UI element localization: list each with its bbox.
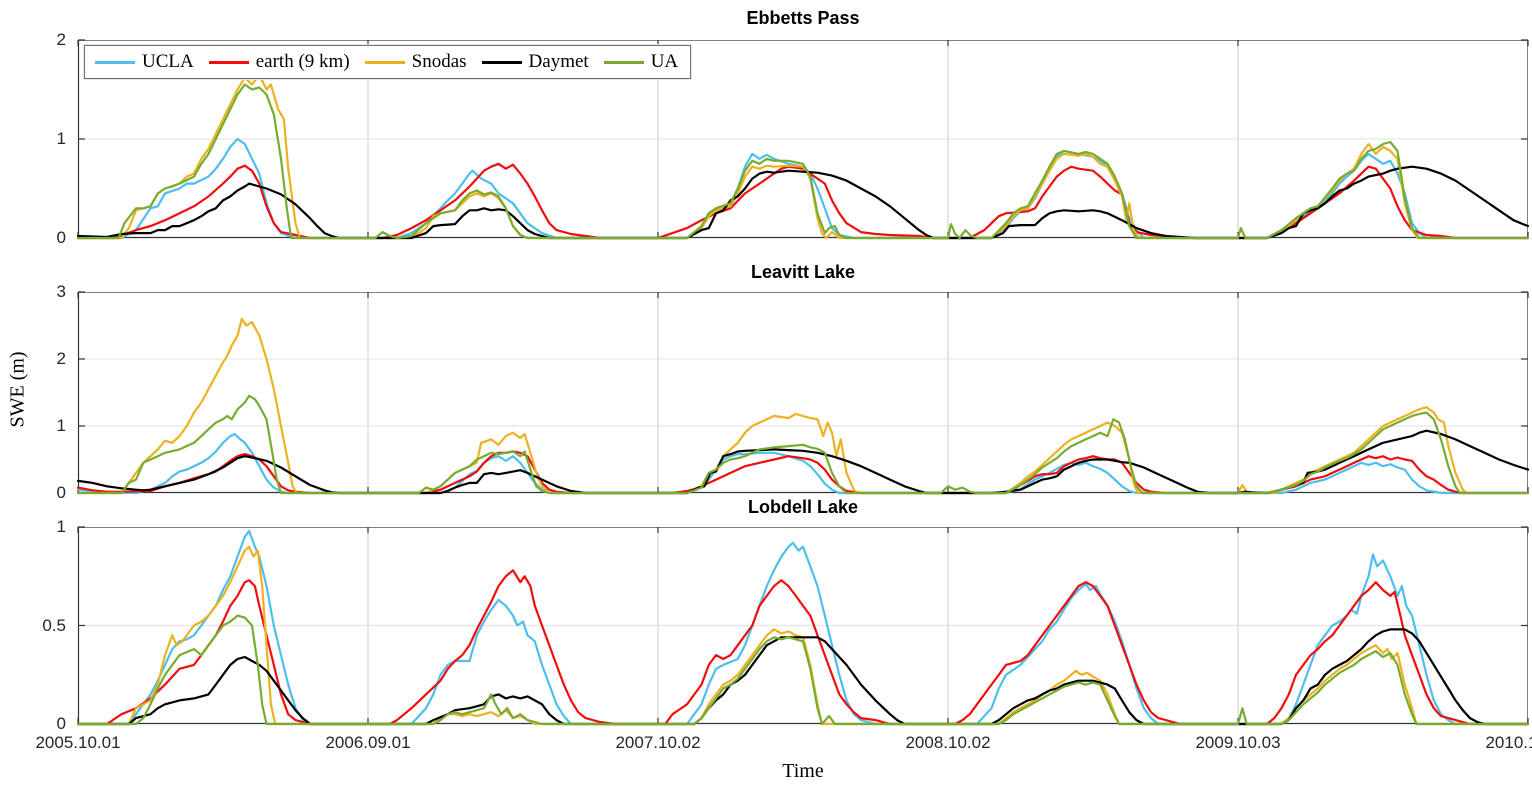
subplot-ebbetts-pass: [76, 39, 1530, 240]
legend-line-swatch: [603, 60, 644, 64]
legend-item-daymet: Daymet: [481, 51, 589, 73]
plot-area-svg: [76, 39, 1530, 240]
x-tick-label: 2009.10.03: [1195, 733, 1281, 752]
x-axis-label: Time: [782, 760, 824, 782]
x-tick-label: 2008.10.02: [905, 733, 991, 752]
series-line-daymet: [76, 628, 1530, 726]
legend-label: earth (9 km): [255, 51, 350, 72]
y-tick-label: 0: [56, 483, 66, 502]
y-tick-label: 0.5: [42, 615, 66, 635]
y-tick-label: 1: [56, 416, 66, 435]
legend-item-ua: UA: [603, 51, 679, 73]
series-line-snodas: [76, 73, 1530, 240]
legend-line-swatch: [481, 60, 522, 64]
x-tick-label: 2005.10.01: [35, 733, 121, 752]
series-line-snodas: [76, 317, 1530, 495]
series-line-ucla: [76, 529, 1530, 726]
plot-area-svg: [76, 291, 1530, 495]
legend: UCLA earth (9 km) Snodas Daymet UA: [84, 45, 692, 79]
axes-box: [78, 292, 1528, 493]
legend-label: Snodas: [411, 51, 467, 72]
y-tick-label: 0: [56, 228, 66, 247]
legend-line-swatch: [364, 60, 405, 64]
series-line-ua: [76, 83, 1530, 240]
y-tick-label: 1: [56, 517, 66, 536]
subplot-leavitt-lake: [76, 291, 1530, 495]
plot-area-svg: [76, 526, 1530, 726]
legend-item-ucla: UCLA: [95, 51, 194, 73]
y-tick-label: 1: [56, 129, 66, 148]
series-line-earth-9-km-: [76, 569, 1530, 726]
series-line-ucla: [76, 432, 1530, 495]
series-line-snodas: [76, 545, 1530, 726]
subplot-title-lobdell-lake: Lobdell Lake: [747, 497, 859, 517]
x-tick-label: 2010.10.01: [1485, 733, 1532, 752]
series-line-ua: [76, 614, 1530, 726]
y-axis-label: SWE (m): [6, 351, 29, 428]
y-tick-label: 0: [56, 714, 66, 733]
subplot-title-ebbetts-pass: Ebbetts Pass: [746, 8, 860, 28]
legend-item-earth-9-km-: earth (9 km): [208, 51, 350, 73]
series-line-ua: [76, 394, 1530, 495]
legend-item-snodas: Snodas: [364, 51, 467, 73]
y-tick-label: 2: [56, 349, 66, 368]
subplot-title-leavitt-lake: Leavitt Lake: [750, 262, 856, 282]
x-tick-label: 2007.10.02: [615, 733, 701, 752]
subplot-lobdell-lake: [76, 526, 1530, 726]
legend-label: UCLA: [142, 51, 194, 72]
y-tick-label: 2: [56, 30, 66, 49]
y-tick-label: 3: [56, 282, 66, 301]
legend-line-swatch: [208, 60, 249, 64]
x-tick-label: 2006.09.01: [325, 733, 411, 752]
legend-line-swatch: [95, 60, 135, 64]
series-line-daymet: [76, 165, 1530, 240]
legend-label: Daymet: [528, 51, 589, 72]
legend-label: UA: [650, 51, 679, 72]
